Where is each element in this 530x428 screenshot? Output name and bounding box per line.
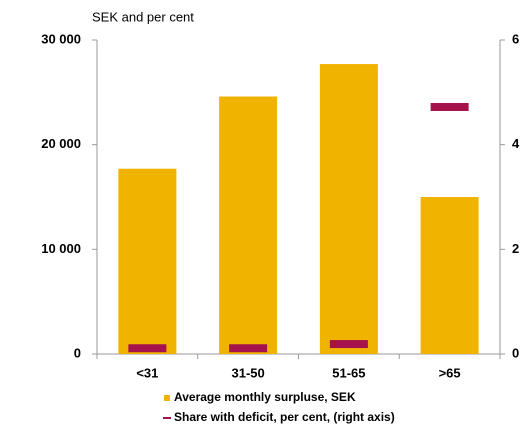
legend-label: Share with deficit, per cent, (right axi… <box>174 410 395 424</box>
x-tick-label: >65 <box>439 365 461 380</box>
bar <box>319 64 378 354</box>
marker <box>128 344 167 353</box>
legend-symbol <box>163 417 171 419</box>
y-tick-label: 0 <box>74 345 81 360</box>
marker <box>430 102 469 111</box>
y-tick-label: 30 000 <box>41 31 81 46</box>
x-tick-label: 51-65 <box>332 365 365 380</box>
y-tick-label: 20 000 <box>41 136 81 151</box>
legend-label: Average monthly surpluse, SEK <box>174 390 356 404</box>
y2-tick-label: 2 <box>512 241 519 256</box>
y2-tick-label: 0 <box>512 345 519 360</box>
y2-tick-label: 6 <box>512 31 519 46</box>
marker <box>229 344 268 353</box>
legend-symbol <box>164 395 170 401</box>
y-tick-label: 10 000 <box>41 241 81 256</box>
bar <box>219 96 278 355</box>
chart-subtitle: SEK and per cent <box>92 9 194 24</box>
x-tick-label: 31-50 <box>232 365 265 380</box>
bar <box>420 197 479 354</box>
marker <box>329 340 368 349</box>
y2-tick-label: 4 <box>512 136 520 151</box>
bar <box>118 168 177 354</box>
x-tick-label: <31 <box>136 365 158 380</box>
